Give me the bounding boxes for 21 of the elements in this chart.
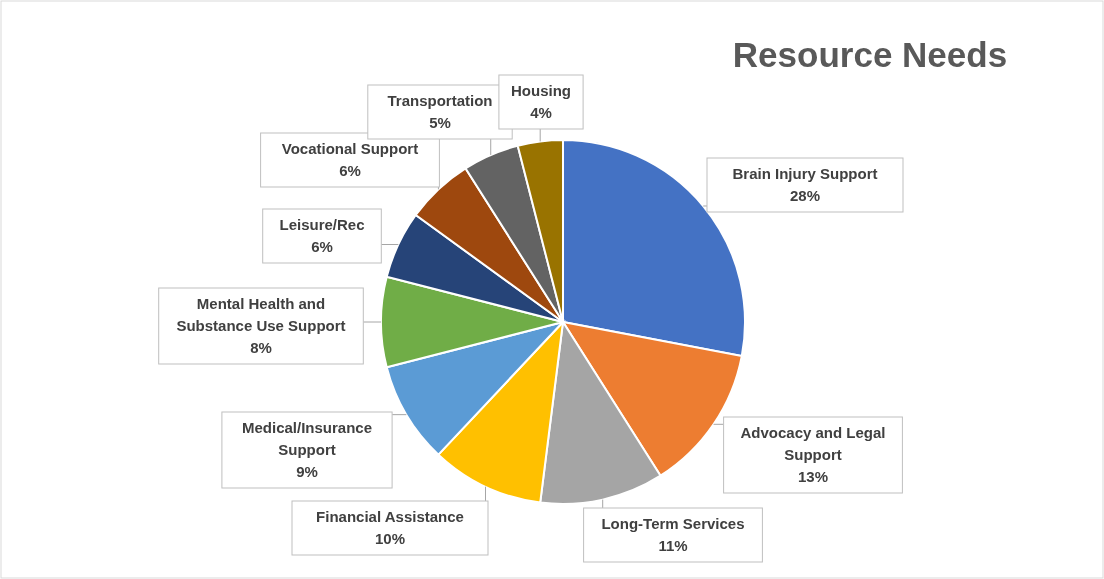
slice-label: Long-Term Services <box>601 514 745 532</box>
slice-label: Advocacy and Legal Support <box>740 423 886 463</box>
slice-label: Brain Injury Support <box>732 164 878 182</box>
data-label: 11% <box>658 536 688 554</box>
slice-label: Mental Health and Substance Use Support <box>176 294 346 334</box>
slice-label: Housing <box>511 81 571 99</box>
data-label: 8% <box>250 338 272 356</box>
data-label: 13% <box>797 467 829 485</box>
slice-label: Transportation <box>387 91 493 109</box>
slice-label: Leisure/Rec <box>279 215 365 233</box>
data-label: 4% <box>530 103 552 121</box>
data-label: 5% <box>429 113 451 131</box>
data-label: 6% <box>339 161 361 179</box>
data-label: 9% <box>296 462 318 480</box>
data-label: 28% <box>789 186 821 204</box>
chart-title: Resource Needs <box>732 35 1008 74</box>
slice-label: Vocational Support <box>281 139 419 157</box>
data-label: 6% <box>311 237 333 255</box>
data-label: 10% <box>374 529 406 547</box>
slice-label: Financial Assistance <box>316 507 464 525</box>
slice-label: Medical/Insurance Support <box>241 418 373 458</box>
